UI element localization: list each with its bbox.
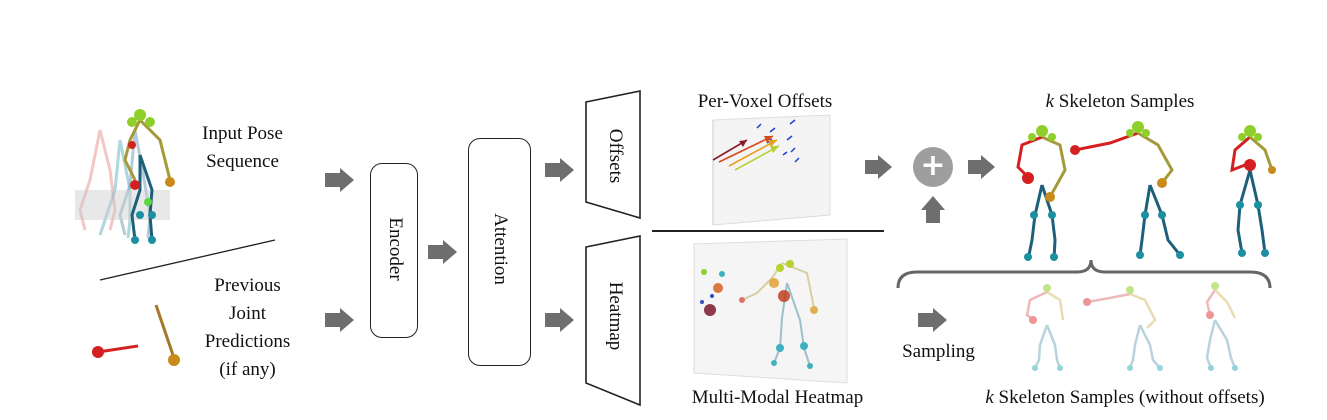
previous-label-line1: Previous xyxy=(214,275,281,296)
per-voxel-offsets-figure xyxy=(712,114,831,226)
previous-label-line2: Joint xyxy=(229,303,266,324)
multi-modal-heatmap-figure xyxy=(693,238,848,384)
attention-box xyxy=(468,138,531,366)
skeleton-samples-text: Skeleton Samples xyxy=(1054,91,1195,112)
faded-skeleton-samples-figure xyxy=(1025,282,1238,371)
offsets-label: Offsets xyxy=(605,128,626,184)
input-pose-label-line2: Sequence xyxy=(206,151,279,172)
plus-icon: + xyxy=(920,148,946,183)
previous-label-line3: Predictions xyxy=(204,331,291,352)
offsets-head-shape xyxy=(585,90,641,220)
skeleton-samples-without-text: Skeleton Samples (without offsets) xyxy=(993,387,1265,408)
k-symbol-2: k xyxy=(985,387,994,408)
skeleton-sample-1 xyxy=(1016,125,1067,261)
encoder-label: Encoder xyxy=(385,217,406,281)
skeleton-sample-3 xyxy=(1230,125,1276,257)
per-voxel-offsets-title: Per-Voxel Offsets xyxy=(697,91,833,112)
skeleton-samples-title: k Skeleton Samples xyxy=(1000,88,1240,116)
multi-modal-heatmap-title: Multi-Modal Heatmap xyxy=(691,387,864,408)
attention-label: Attention xyxy=(490,213,511,285)
skeleton-samples-without-title: k Skeleton Samples (without offsets) xyxy=(935,384,1315,412)
input-pose-sequence-figure xyxy=(75,109,175,244)
plus-combine-node: + xyxy=(913,147,953,187)
sampling-label: Sampling xyxy=(902,341,975,362)
skeleton-samples-figure xyxy=(1016,121,1276,261)
input-separator-line xyxy=(99,239,276,281)
encoder-box xyxy=(370,163,418,338)
samples-curly-brace xyxy=(896,259,1272,289)
input-pose-label-line1: Input Pose xyxy=(202,123,283,144)
skeleton-sample-2 xyxy=(1070,121,1184,259)
previous-joint-figure xyxy=(92,304,180,366)
heatmap-head-shape xyxy=(585,235,641,407)
offsets-heatmap-divider xyxy=(652,230,884,232)
heatmap-label: Heatmap xyxy=(605,281,626,351)
k-symbol: k xyxy=(1045,91,1055,112)
previous-label-line4: (if any) xyxy=(219,359,276,380)
